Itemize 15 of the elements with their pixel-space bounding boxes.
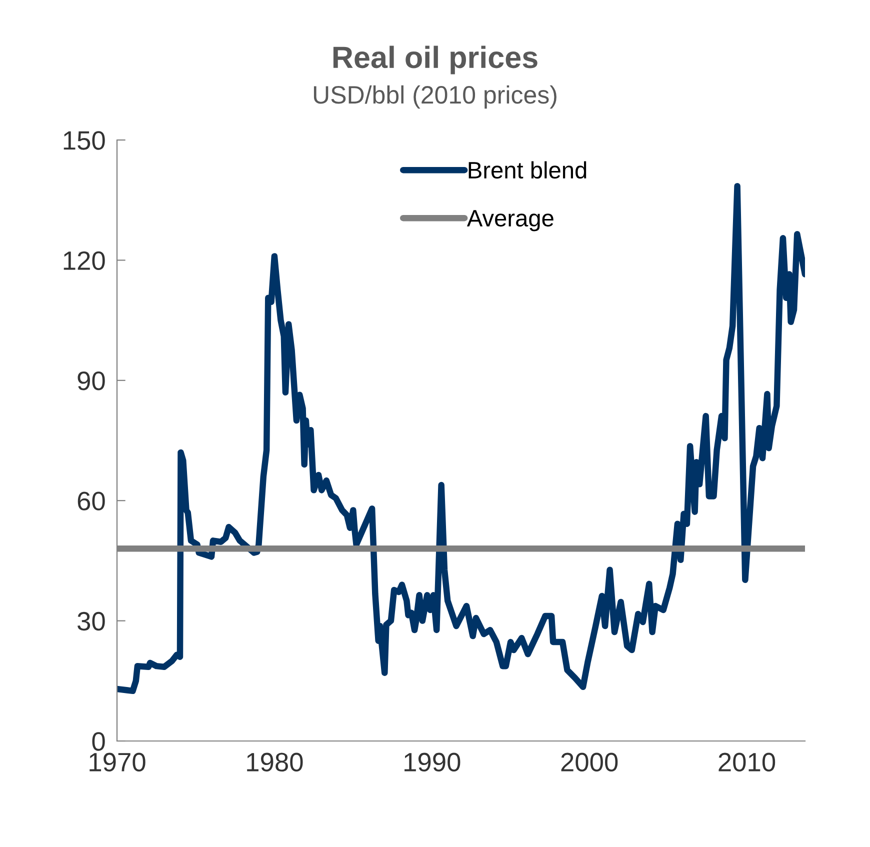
x-tick-label: 1970 [90,752,146,772]
y-tick-label: 30 [78,612,105,631]
y-tick-label: 0 [92,732,105,751]
x-tick-label: 1990 [404,752,460,772]
y-tick-label: 120 [64,251,105,270]
x-tick-label: 1980 [247,752,303,772]
chart-title: Real oil prices [333,46,538,74]
chart-subtitle: USD/bbl (2010 prices) [314,85,556,109]
legend-label: Average [466,210,554,232]
legend-label: Brent blend [468,161,586,179]
x-tick-label: 2000 [561,752,618,772]
y-tick-label: 60 [78,492,105,510]
y-tick-label: 150 [64,131,105,150]
y-tick-label: 90 [78,372,105,390]
x-tick-label: 2010 [718,752,776,772]
